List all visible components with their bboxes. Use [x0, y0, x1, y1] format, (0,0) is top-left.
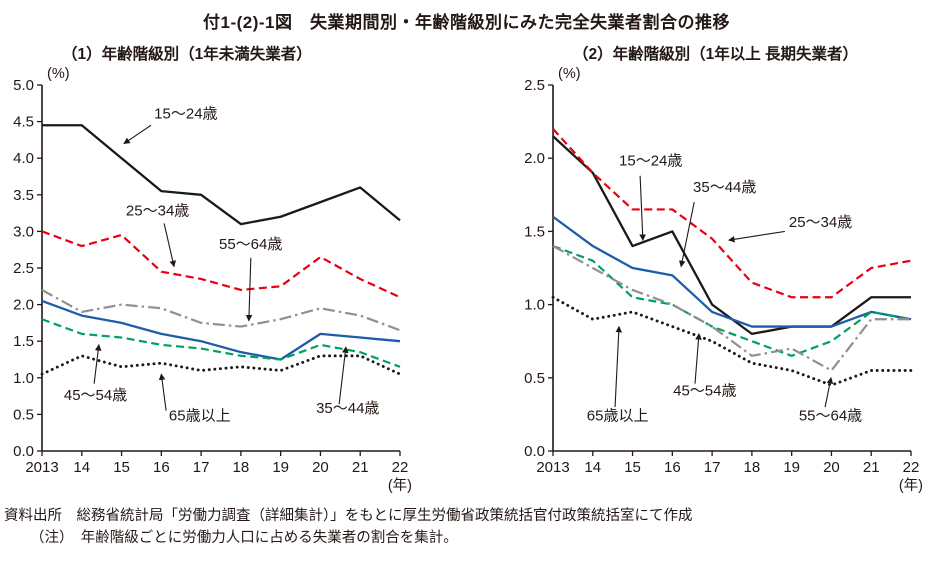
y-tick-label: 2.0: [524, 150, 545, 167]
x-tick-label: 14: [584, 459, 601, 476]
x-tick-label: 22: [392, 459, 409, 476]
chart-long-term-unemployed: （2）年齢階級別（1年以上 長期失業者） (%) 0.0 0.5 1.0 1.5 2.0 2.…: [524, 44, 923, 494]
annotation-arrow-15-24: [123, 124, 152, 145]
y-tick-label: 4.0: [13, 150, 34, 167]
annotation-label-45-54: 45～54歳: [64, 387, 127, 404]
annotation-label-55-64: 55～64歳: [219, 236, 282, 253]
annotation-label-65-over: 65歳以上: [169, 407, 231, 424]
x-tick-label: 16: [153, 459, 170, 476]
annotation-label-35-44: 35～44歳: [316, 400, 379, 417]
series-line-15-24: [552, 135, 911, 336]
annotation-arrow-55-64: [824, 376, 834, 408]
annotation-label-25-34: 25～34歳: [126, 202, 189, 219]
x-tick-label: 19: [272, 459, 289, 476]
y-tick-label: 1.0: [13, 370, 34, 387]
figure-page: 付1-(2)-1図 失業期間別・年齢階級別にみた完全失業者割合の推移 （1）年齢…: [0, 8, 933, 550]
y-tick-label: 1.5: [524, 223, 545, 240]
y-axis-unit-label: (%): [47, 66, 70, 82]
annotation-label-35-44: 35～44歳: [693, 179, 756, 196]
y-tick-label: 2.5: [524, 77, 545, 94]
y-tick-label: 0.0: [13, 443, 34, 460]
y-tick-label: 2.0: [13, 297, 34, 314]
series-line-35-44: [552, 215, 912, 328]
x-tick-label: 17: [193, 459, 210, 476]
annotation-arrow-35-44: [679, 202, 695, 268]
footnotes: 資料出所 総務省統計局「労働力調査（詳細集計）」をもとに厚生労働省政策統括官付政…: [4, 505, 933, 550]
figure-title: 付1-(2)-1図 失業期間別・年齢階級別にみた完全失業者割合の推移: [202, 13, 730, 32]
series-line-15-24: [42, 124, 401, 226]
annotation-arrow-25-34: [728, 230, 785, 243]
annotation-arrow-45-54: [93, 344, 102, 384]
annotation-arrow-15-24: [639, 175, 646, 242]
annotation-arrow-35-44: [338, 346, 349, 405]
series-line-55-64: [552, 245, 911, 372]
x-tick-label: 20: [823, 459, 840, 476]
x-tick-label: 15: [113, 459, 130, 476]
series-line-65-over: [40, 354, 402, 376]
annotation-arrow-55-64: [245, 257, 253, 322]
annotation-arrow-65-over: [158, 373, 167, 411]
series-line-25-34: [41, 230, 401, 299]
y-tick-label: 4.5: [13, 114, 34, 131]
x-tick-label: 14: [73, 459, 90, 476]
source-note: 資料出所 総務省統計局「労働力調査（詳細集計）」をもとに厚生労働省政策統括官付政…: [4, 508, 693, 524]
x-tick-label: 21: [352, 459, 369, 476]
x-tick-label: 18: [744, 459, 761, 476]
chart-subtitle: （2）年齢階級別（1年以上 長期失業者）: [573, 44, 858, 63]
x-tick-label: 21: [863, 459, 880, 476]
y-tick-label: 3.5: [13, 187, 34, 204]
y-tick-label: 2.5: [13, 260, 34, 277]
annotation-arrow-45-54: [694, 333, 702, 384]
y-tick-label: 0.5: [524, 370, 545, 387]
y-tick-label: 0.0: [524, 443, 545, 460]
annotation-label-15-24: 15～24歳: [619, 153, 682, 170]
x-tick-label: 15: [624, 459, 641, 476]
series-line-45-54: [552, 245, 912, 357]
annotation-arrow-25-34: [163, 223, 176, 268]
series-line-55-64: [41, 288, 401, 332]
x-tick-label: 20: [312, 459, 329, 476]
y-tick-label: 5.0: [13, 77, 34, 94]
x-tick-label: 16: [664, 459, 681, 476]
annotation-arrow-65-over: [614, 325, 623, 408]
annotation-label-15-24: 15～24歳: [154, 106, 217, 123]
series-line-25-34: [552, 128, 912, 299]
x-tick-label: 2013: [25, 459, 58, 476]
y-tick-label: 0.5: [13, 406, 34, 423]
y-tick-label: 1.0: [524, 297, 545, 314]
charts-row: （1）年齢階級別（1年未満失業者） (%) 0.0 0.5 1.0 1.5 2.0 2.5 3.…: [0, 33, 933, 495]
chart-subtitle: （1）年齢階級別（1年未満失業者）: [62, 44, 312, 63]
x-tick-label: 2013: [536, 459, 569, 476]
x-axis-unit-label: (年): [388, 477, 412, 494]
x-tick-label: 19: [783, 459, 800, 476]
y-tick-label: 3.0: [13, 223, 34, 240]
x-tick-label: 17: [704, 459, 721, 476]
y-axis-unit-label: (%): [558, 66, 581, 82]
y-tick-label: 1.5: [13, 333, 34, 350]
series-line-35-44: [41, 299, 401, 361]
x-axis-unit-label: (年): [899, 477, 923, 494]
method-note: （注） 年齢階級ごとに労働力人口に占める失業者の割合を集計。: [30, 530, 458, 547]
series-line-65-over: [551, 295, 913, 387]
annotation-label-65-over: 65歳以上: [587, 407, 649, 424]
x-tick-label: 18: [233, 459, 250, 476]
annotation-label-55-64: 55～64歳: [799, 407, 862, 424]
annotation-label-25-34: 25～34歳: [789, 214, 852, 231]
x-tick-label: 22: [903, 459, 920, 476]
chart-short-term-unemployed: （1）年齢階級別（1年未満失業者） (%) 0.0 0.5 1.0 1.5 2.0 2.5 3.…: [13, 44, 412, 494]
annotation-label-45-54: 45～54歳: [673, 382, 736, 399]
series-line-45-54: [41, 318, 401, 368]
